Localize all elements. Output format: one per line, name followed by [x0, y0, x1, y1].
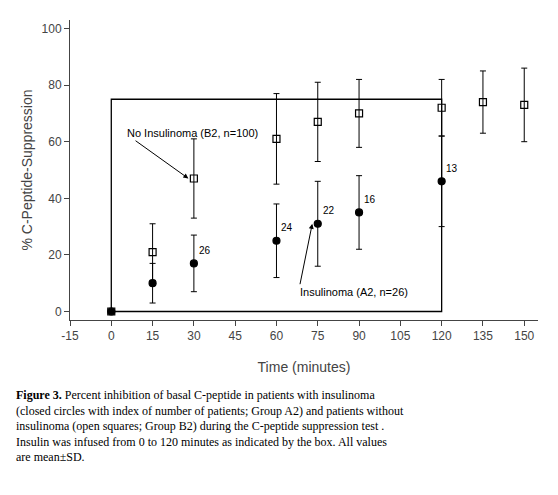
svg-text:80: 80 — [48, 78, 62, 92]
svg-text:0: 0 — [108, 329, 115, 343]
svg-text:26: 26 — [199, 245, 211, 256]
svg-text:60: 60 — [270, 329, 284, 343]
svg-text:Figure 3. Percent inhibition o: Figure 3. Percent inhibition of basal C-… — [16, 388, 404, 464]
svg-text:150: 150 — [514, 329, 534, 343]
svg-text:40: 40 — [48, 192, 62, 206]
svg-text:0: 0 — [55, 305, 62, 319]
svg-text:16: 16 — [364, 194, 376, 205]
svg-text:20: 20 — [48, 248, 62, 262]
svg-text:105: 105 — [390, 329, 410, 343]
svg-text:24: 24 — [281, 222, 293, 233]
svg-text:Time (minutes): Time (minutes) — [258, 359, 351, 375]
svg-text:100: 100 — [42, 22, 62, 36]
svg-text:60: 60 — [48, 135, 62, 149]
svg-text:90: 90 — [352, 329, 366, 343]
svg-text:135: 135 — [473, 329, 493, 343]
svg-text:No Insulinoma (B2, n=100): No Insulinoma (B2, n=100) — [127, 127, 258, 139]
svg-text:45: 45 — [229, 329, 243, 343]
svg-text:% C-Peptide-Suppression: % C-Peptide-Suppression — [19, 89, 35, 250]
svg-text:22: 22 — [323, 205, 335, 216]
svg-text:75: 75 — [311, 329, 325, 343]
svg-text:120: 120 — [432, 329, 452, 343]
svg-text:30: 30 — [187, 329, 201, 343]
svg-text:Insulinoma (A2, n=26): Insulinoma (A2, n=26) — [300, 286, 408, 298]
svg-text:-15: -15 — [61, 329, 79, 343]
svg-text:15: 15 — [146, 329, 160, 343]
svg-text:13: 13 — [446, 163, 458, 174]
